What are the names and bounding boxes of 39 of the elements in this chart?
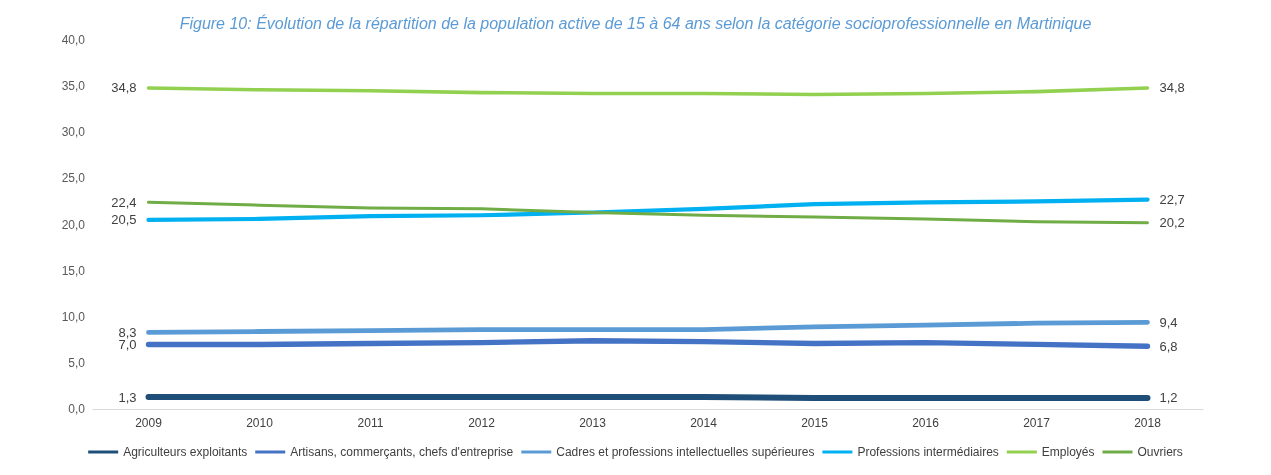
- x-tick-label: 2017: [1023, 416, 1051, 430]
- data-label: 20,5: [111, 212, 137, 228]
- legend-label: Ouvriers: [1137, 445, 1183, 459]
- y-tick-label: 5,0: [68, 355, 86, 370]
- data-label: 22,7: [1159, 192, 1185, 208]
- x-tick-label: 2018: [1134, 416, 1162, 430]
- y-tick-label: 30,0: [61, 125, 86, 140]
- legend-label: Cadres et professions intellectuelles supérieures: [556, 445, 815, 459]
- line-series: [146, 319, 1150, 335]
- data-label: 6,8: [1159, 338, 1178, 354]
- legend-label: Artisans, commerçants, chefs d'entreprise: [290, 445, 514, 459]
- chart-title: Figure 10: Évolution de la répartition de la population active de 15 à 64 ans selon la catégorie socioprofessionnelle en Martinique: [179, 13, 1092, 32]
- data-label: 34,8: [1159, 80, 1185, 96]
- data-label: 1,3: [118, 389, 137, 405]
- x-tick-label: 2016: [912, 416, 940, 430]
- x-tick-label: 2009: [135, 416, 163, 430]
- x-tick-label: 2014: [690, 416, 718, 430]
- data-label: 8,3: [118, 324, 137, 340]
- line-series: [146, 86, 1150, 97]
- y-tick-label: 15,0: [61, 263, 86, 278]
- y-tick-label: 20,0: [61, 217, 86, 232]
- data-label: 20,2: [1159, 215, 1185, 231]
- data-label: 1,2: [1159, 390, 1178, 406]
- y-tick-label: 0,0: [68, 402, 86, 416]
- y-tick-label: 25,0: [61, 171, 86, 186]
- data-label: 22,4: [111, 194, 137, 210]
- x-tick-label: 2013: [579, 416, 607, 430]
- legend-label: Employés: [1041, 445, 1095, 459]
- x-tick-label: 2015: [801, 416, 829, 430]
- x-tick-label: 2010: [246, 416, 274, 430]
- y-tick-label: 10,0: [61, 309, 86, 324]
- data-label: 9,4: [1159, 314, 1178, 330]
- x-tick-label: 2012: [468, 416, 496, 430]
- legend-label: Agriculteurs exploitants: [123, 445, 248, 459]
- x-tick-label: 2011: [357, 416, 384, 430]
- y-tick-label: 40,0: [61, 33, 86, 47]
- legend-label: Professions intermédiaires: [857, 445, 999, 459]
- data-label: 34,8: [111, 80, 137, 96]
- y-tick-label: 35,0: [61, 79, 86, 94]
